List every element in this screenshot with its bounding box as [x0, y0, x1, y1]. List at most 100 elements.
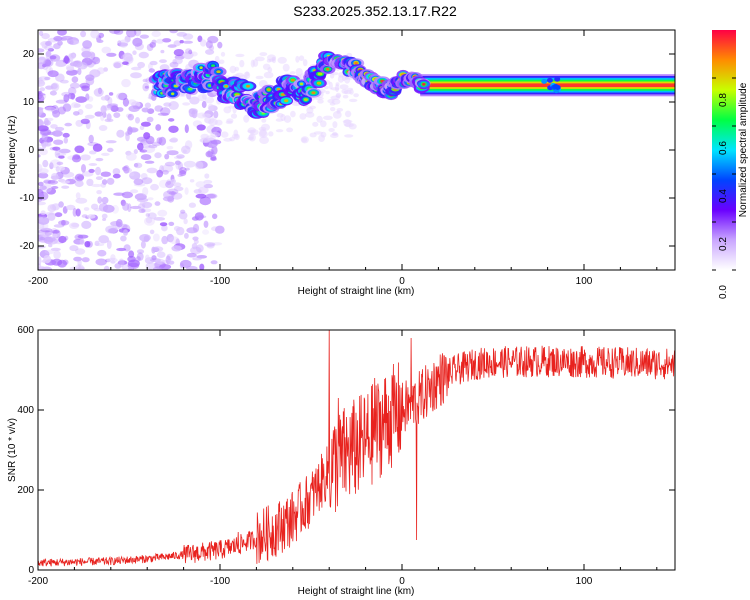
noise-blob [102, 204, 115, 213]
noise-blob [56, 161, 64, 166]
chart-title: S233.2025.352.13.17.R22 [293, 3, 457, 19]
noise-blob [144, 102, 151, 109]
noise-blob [133, 162, 143, 169]
halo-blob [282, 63, 290, 72]
noise-blob [194, 212, 204, 221]
noise-blob [82, 40, 92, 49]
noise-blob [171, 245, 182, 252]
noise-blob [85, 74, 95, 81]
noise-blob [170, 137, 179, 143]
ridge-blob [317, 72, 323, 76]
noise-blob [199, 196, 212, 206]
noise-blob [137, 61, 146, 69]
noise-blob [173, 186, 184, 192]
noise-blob [112, 173, 121, 179]
halo-blob [275, 129, 284, 133]
noise-blob [60, 180, 70, 184]
noise-blob [38, 76, 49, 81]
halo-blob [295, 68, 303, 76]
noise-blob [184, 124, 189, 134]
noise-blob [139, 34, 149, 39]
noise-blob [143, 145, 156, 154]
noise-blob [39, 236, 46, 241]
noise-blob [100, 105, 107, 114]
halo-blob [309, 105, 316, 110]
halo-blob [255, 56, 265, 62]
noise-blob [88, 163, 98, 166]
halo-blob [339, 84, 349, 90]
noise-blob [98, 125, 108, 131]
noise-blob [101, 196, 109, 204]
noise-blob [38, 94, 45, 103]
noise-blob [81, 85, 90, 92]
halo-blob [255, 75, 264, 80]
ridge-blob [199, 66, 203, 69]
halo-blob [324, 85, 329, 90]
noise-blob [62, 171, 75, 178]
noise-blob [200, 39, 207, 47]
noise-blob [210, 156, 217, 162]
noise-blob [69, 62, 78, 67]
noise-blob [38, 168, 49, 174]
noise-blob [170, 178, 176, 184]
noise-blob [122, 61, 129, 65]
ridge-blob [303, 98, 308, 101]
noise-blob [76, 61, 88, 70]
noise-blob [69, 40, 74, 45]
noise-blob [160, 49, 165, 54]
noise-blob [133, 178, 144, 186]
noise-blob [190, 51, 198, 57]
noise-blob [50, 175, 60, 180]
noise-blob [80, 30, 87, 38]
noise-blob [127, 113, 134, 121]
ridge-blob [299, 82, 304, 86]
noise-blob [50, 124, 58, 129]
halo-blob [225, 120, 233, 125]
noise-blob [88, 134, 94, 144]
noise-blob [159, 59, 167, 63]
noise-blob [106, 257, 118, 263]
noise-blob [62, 259, 69, 265]
noise-blob [123, 229, 128, 236]
noise-blob [45, 117, 54, 122]
ridge-blob [546, 77, 553, 83]
noise-blob [74, 179, 84, 188]
noise-blob [167, 44, 177, 48]
halo-blob [349, 98, 358, 103]
noise-blob [174, 160, 181, 166]
noise-blob [166, 179, 172, 185]
noise-blob [38, 229, 49, 234]
noise-blob [50, 83, 58, 90]
noise-blob [176, 32, 188, 37]
ridge-blob [354, 61, 358, 65]
ridge-blob [187, 87, 193, 91]
noise-blob [169, 30, 178, 34]
noise-blob [182, 102, 191, 106]
colorbar-gradient [712, 30, 736, 270]
noise-blob [137, 142, 144, 151]
noise-blob [97, 196, 103, 204]
noise-blob [139, 234, 151, 242]
noise-blob [38, 192, 43, 199]
noise-blob [69, 82, 80, 89]
noise-blob [129, 171, 141, 180]
halo-blob [229, 65, 237, 74]
spectrogram-y-tick-label: 20 [23, 49, 35, 60]
halo-blob [328, 128, 335, 132]
noise-blob [58, 220, 70, 226]
noise-blob [44, 106, 56, 112]
noise-blob [154, 201, 161, 206]
noise-blob [55, 61, 67, 68]
halo-blob [342, 119, 353, 124]
halo-blob [259, 136, 269, 145]
noise-blob [122, 97, 129, 107]
noise-blob [73, 111, 80, 116]
noise-blob [195, 244, 204, 253]
noise-blob [38, 79, 46, 87]
noise-blob [38, 201, 46, 206]
noise-blob [204, 173, 210, 179]
noise-blob [127, 126, 133, 135]
noise-blob [147, 63, 153, 70]
noise-blob [177, 173, 183, 177]
